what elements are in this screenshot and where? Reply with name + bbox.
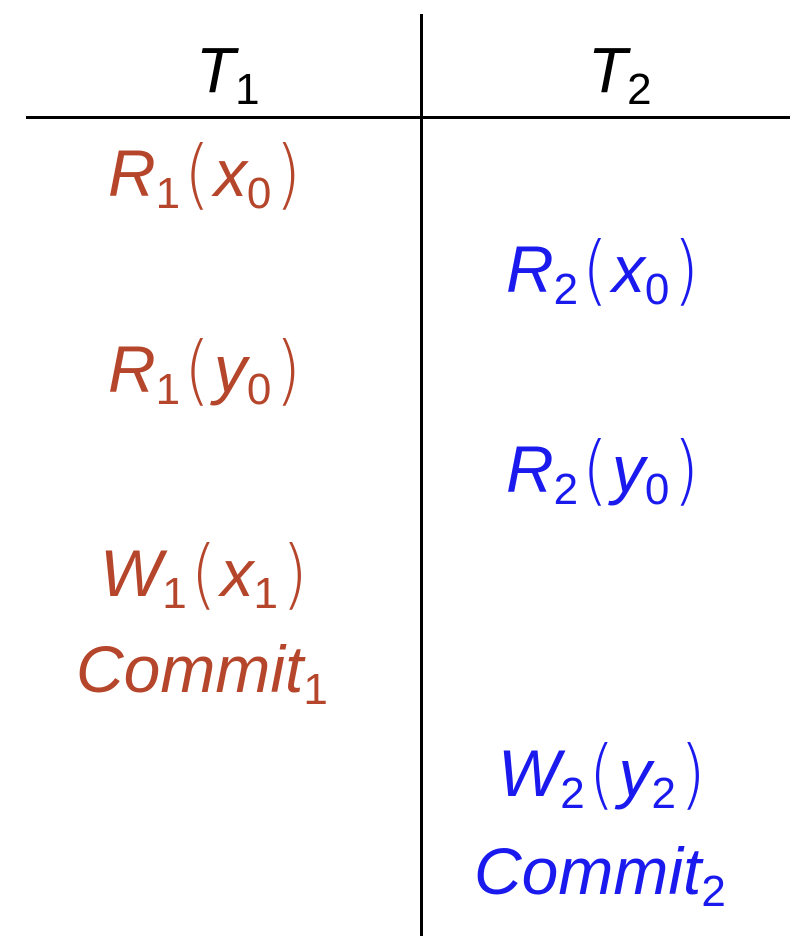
arg-sub: 0 <box>246 169 272 218</box>
paren-open: ( <box>184 129 210 218</box>
paren-open: ( <box>582 425 608 514</box>
paren-close: ) <box>673 225 700 314</box>
arg-letter: y <box>618 736 652 810</box>
paren-open: ( <box>184 325 210 414</box>
commit-sub: 1 <box>303 665 328 714</box>
commit-word: Commit <box>76 632 304 706</box>
header-t2-sub: 2 <box>627 65 652 114</box>
op-letter: R <box>108 136 156 210</box>
arg-letter: x <box>611 232 645 306</box>
arg-letter: y <box>213 332 247 406</box>
op-sub: 1 <box>162 569 187 618</box>
arg-letter: x <box>220 536 254 610</box>
op-letter: W <box>100 536 163 610</box>
op-letter: R <box>506 432 554 506</box>
arg-sub: 0 <box>644 465 670 514</box>
arg-sub: 1 <box>253 569 279 618</box>
paren-open: ( <box>582 225 608 314</box>
arg-sub: 0 <box>246 365 272 414</box>
paren-open: ( <box>588 729 615 818</box>
t1-op-write-x1: W1(x1) <box>100 535 312 615</box>
arg-sub: 0 <box>644 265 670 314</box>
column-divider-line <box>420 14 423 936</box>
t2-op-read-y0: R2(y0) <box>506 431 703 511</box>
arg-sub: 2 <box>651 769 677 818</box>
t1-commit: Commit1 <box>76 636 328 712</box>
op-sub: 2 <box>553 465 579 514</box>
op-letter: W <box>498 736 561 810</box>
t2-commit: Commit2 <box>474 838 726 914</box>
paren-close: ) <box>275 129 302 218</box>
t1-op-read-y0: R1(y0) <box>108 331 305 411</box>
arg-letter: y <box>611 432 645 506</box>
paren-close: ) <box>282 529 308 618</box>
paren-close: ) <box>275 325 302 414</box>
op-sub: 1 <box>155 365 181 414</box>
t2-op-write-y2: W2(y2) <box>498 735 710 815</box>
header-t2: T2 <box>588 38 652 112</box>
paren-close: ) <box>680 729 706 818</box>
header-t1-sub: 1 <box>235 65 260 114</box>
paren-open: ( <box>190 529 217 618</box>
op-sub: 2 <box>560 769 585 818</box>
op-sub: 2 <box>553 265 579 314</box>
t1-op-read-x0: R1(x0) <box>108 135 305 215</box>
header-t2-letter: T <box>588 34 628 106</box>
header-divider-line <box>26 116 790 119</box>
arg-letter: x <box>213 136 247 210</box>
op-sub: 1 <box>155 169 181 218</box>
t2-op-read-x0: R2(x0) <box>506 231 703 311</box>
commit-sub: 2 <box>701 867 726 916</box>
op-letter: R <box>108 332 156 406</box>
paren-close: ) <box>673 425 700 514</box>
header-t1-letter: T <box>196 34 236 106</box>
header-t1: T1 <box>196 38 260 112</box>
commit-word: Commit <box>474 834 702 908</box>
op-letter: R <box>506 232 554 306</box>
